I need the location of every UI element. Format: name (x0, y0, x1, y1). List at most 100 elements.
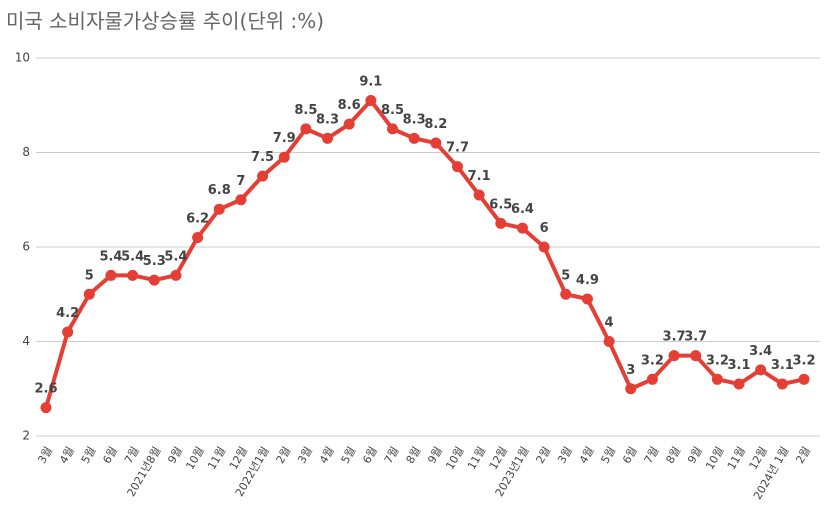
data-point (213, 203, 225, 215)
data-point (170, 269, 182, 281)
data-label: 9.1 (359, 75, 382, 90)
data-label: 5 (85, 268, 94, 283)
data-label: 4 (605, 316, 614, 331)
data-label: 5.3 (143, 254, 166, 269)
data-label: 7.7 (446, 141, 469, 156)
x-tick-label: 11월 (205, 445, 228, 472)
data-point (581, 293, 593, 305)
data-label: 2.6 (34, 382, 57, 397)
data-label: 3.7 (663, 330, 686, 345)
data-point (300, 123, 312, 135)
data-point (538, 241, 550, 253)
x-tick-label: 6월 (100, 445, 120, 466)
data-point (235, 194, 247, 206)
data-point (257, 170, 269, 182)
x-tick-label: 5월 (598, 445, 618, 466)
data-label: 6.4 (511, 202, 534, 217)
data-point (278, 151, 290, 163)
data-point (646, 373, 658, 385)
data-point (625, 383, 637, 395)
data-point (105, 269, 117, 281)
data-label: 3.1 (771, 358, 794, 373)
data-label: 8.2 (424, 117, 447, 132)
x-tick-label: 8월 (663, 445, 683, 466)
data-label: 6 (540, 221, 549, 236)
data-point (192, 232, 204, 244)
data-label: 8.3 (403, 112, 426, 127)
data-point (755, 364, 767, 376)
y-tick-label: 2 (22, 429, 30, 443)
data-label: 7.1 (468, 169, 491, 184)
data-label: 8.5 (381, 103, 404, 118)
data-label: 3.7 (684, 330, 707, 345)
data-label: 5.4 (121, 249, 144, 264)
data-label: 3.4 (749, 344, 772, 359)
data-label: 8.3 (316, 112, 339, 127)
data-point (408, 132, 420, 144)
chart-title: 미국 소비자물가상승률 추이(단위 :%) (6, 9, 324, 33)
data-label: 6.5 (489, 197, 512, 212)
x-tick-label: 4월 (317, 445, 337, 466)
data-point (343, 118, 355, 130)
data-point (365, 95, 377, 107)
data-point (690, 350, 702, 362)
data-label: 3.2 (792, 353, 815, 368)
y-tick-label: 10 (15, 51, 30, 65)
x-tick-label: 3월 (295, 445, 315, 466)
x-tick-label: 6월 (360, 445, 380, 466)
data-label: 8.6 (338, 98, 361, 113)
data-label: 7.9 (273, 131, 296, 146)
y-tick-label: 8 (22, 145, 30, 159)
x-tick-label: 9월 (425, 445, 445, 466)
data-label: 5.4 (164, 249, 187, 264)
x-tick-label: 10월 (183, 445, 206, 472)
data-point (473, 189, 485, 201)
x-tick-label: 2월 (533, 445, 553, 466)
data-point (148, 274, 160, 286)
data-label: 3.2 (706, 353, 729, 368)
data-label: 3.1 (728, 358, 751, 373)
x-tick-label: 7월 (642, 445, 662, 466)
x-tick-label: 10월 (443, 445, 466, 472)
data-point (798, 373, 810, 385)
x-tick-label: 7월 (382, 445, 402, 466)
data-point (560, 288, 572, 300)
y-tick-label: 4 (22, 334, 30, 348)
data-label: 7 (236, 174, 245, 189)
x-tick-label: 2월 (793, 445, 813, 466)
x-tick-label: 5월 (79, 445, 99, 466)
data-point (603, 336, 615, 347)
data-point (516, 222, 528, 234)
data-point (776, 378, 788, 390)
x-tick-label: 6월 (620, 445, 640, 466)
data-point (430, 137, 442, 149)
data-point (733, 378, 745, 390)
data-label: 5.4 (99, 249, 122, 264)
data-point (451, 161, 463, 173)
y-tick-label: 6 (22, 240, 30, 254)
data-point (322, 132, 334, 144)
x-tick-label: 4월 (577, 445, 597, 466)
x-tick-label: 5월 (339, 445, 359, 466)
x-tick-label: 11월 (465, 445, 488, 472)
x-tick-label: 10월 (703, 445, 726, 472)
data-point (127, 269, 139, 281)
data-label: 4.9 (576, 273, 599, 288)
data-point (668, 350, 680, 362)
x-tick-label: 8월 (404, 445, 424, 466)
x-tick-label: 9월 (165, 445, 185, 466)
x-tick-label: 9월 (685, 445, 705, 466)
data-label: 6.2 (186, 212, 209, 227)
data-point (62, 326, 74, 338)
data-label: 4.2 (56, 306, 79, 321)
x-tick-label: 2월 (274, 445, 294, 466)
x-tick-label: 4월 (57, 445, 77, 466)
data-label: 7.5 (251, 150, 274, 165)
data-point (711, 373, 723, 385)
data-label: 8.5 (294, 103, 317, 118)
data-point (495, 217, 507, 229)
data-point (40, 402, 52, 414)
data-point (387, 123, 399, 135)
data-label: 3 (626, 363, 635, 378)
